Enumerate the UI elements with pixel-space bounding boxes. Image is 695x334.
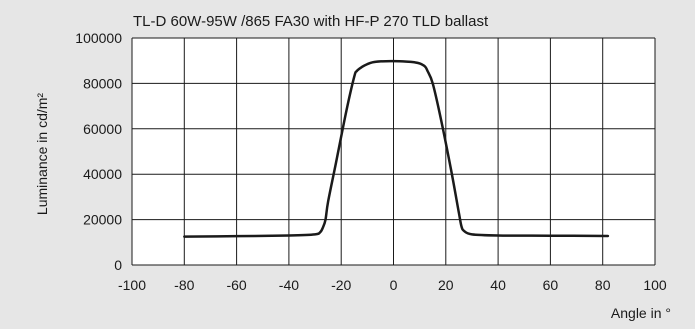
series-line (183, 59, 610, 238)
x-tick-label: -60 (226, 277, 246, 293)
x-tick-label: 0 (390, 277, 398, 293)
x-tick-label: -80 (174, 277, 194, 293)
tick-labels: -100 -80 -60 -40 -20 0 20 40 60 80 100 0 20000 40000 6… (75, 30, 667, 293)
chart-title: TL-D 60W-95W /865 FA30 with HF-P 270 TLD… (133, 13, 489, 30)
x-tick-label: -40 (279, 277, 299, 293)
x-tick-label: 100 (643, 277, 667, 293)
x-tick-label: 80 (595, 277, 611, 293)
x-tick-label: 40 (490, 277, 506, 293)
grid (131, 37, 656, 266)
y-axis-label: Luminance in cd/m² (34, 93, 50, 216)
x-tick-label: 20 (438, 277, 454, 293)
x-tick-label: -100 (118, 277, 146, 293)
x-tick-label: 60 (543, 277, 559, 293)
x-axis-label: Angle in ° (611, 305, 671, 321)
y-tick-label: 0 (114, 257, 122, 273)
x-tick-label: -20 (331, 277, 351, 293)
y-tick-label: 80000 (83, 75, 122, 91)
y-tick-label: 40000 (83, 166, 122, 182)
y-tick-label: 60000 (83, 121, 122, 137)
y-tick-label: 20000 (83, 212, 122, 228)
y-tick-label: 100000 (75, 30, 122, 46)
